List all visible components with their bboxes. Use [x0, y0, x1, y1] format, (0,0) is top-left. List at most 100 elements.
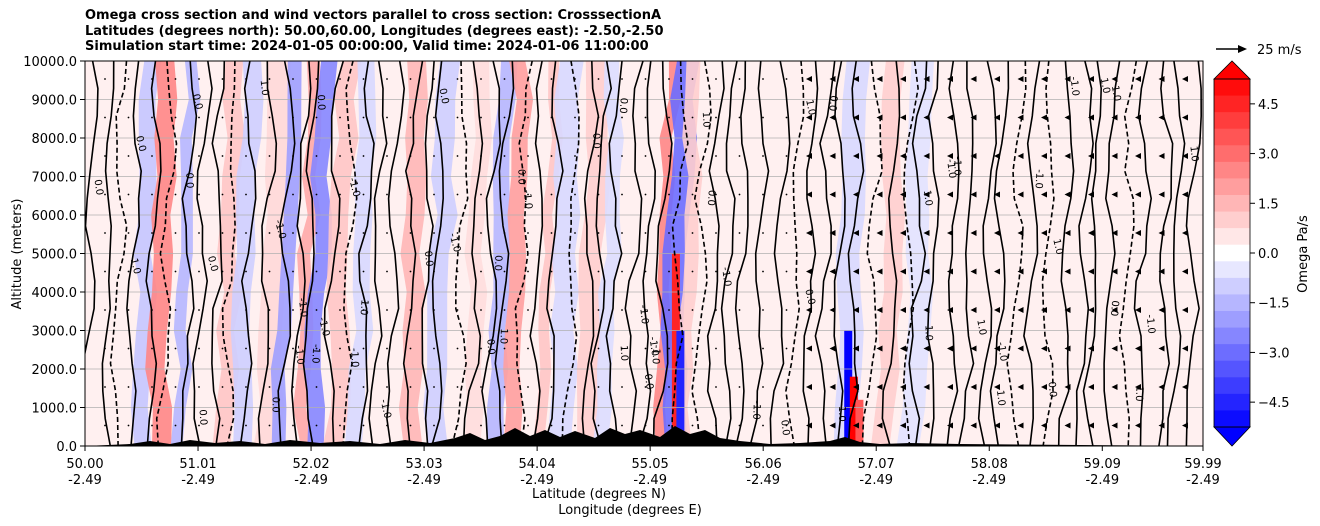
y-tick-label: 5000.0	[32, 248, 78, 263]
wind-vector	[1158, 422, 1165, 429]
wind-vector	[829, 384, 836, 390]
wind-vector	[668, 78, 670, 80]
wind-vector	[876, 307, 883, 313]
y-tick-label: 8000.0	[32, 132, 78, 147]
y-axis-label: Altitude (meters)	[10, 199, 25, 310]
x-tick-label: 59.09	[1084, 457, 1121, 472]
wind-vector	[409, 155, 412, 157]
contour-line	[462, 61, 484, 446]
wind-vector	[621, 155, 623, 157]
wind-vector	[1111, 114, 1118, 121]
contour-label: 0.0	[515, 169, 526, 185]
wind-vector	[900, 114, 906, 121]
wind-vector	[456, 270, 459, 273]
wind-vector	[550, 424, 553, 427]
wind-vector	[480, 116, 482, 119]
contour-label: 1.0	[700, 111, 712, 127]
wind-vector	[597, 116, 600, 119]
wind-vector	[104, 155, 106, 157]
wind-vector	[947, 114, 953, 121]
contour-line	[529, 61, 544, 446]
wind-vector	[198, 386, 200, 388]
contour-line	[302, 61, 320, 446]
x-axis-label-2: Longitude (degrees E)	[558, 503, 702, 518]
wind-vector	[1182, 268, 1188, 275]
contour-label: -1.0	[647, 336, 661, 357]
wind-vector	[1111, 230, 1118, 236]
contour-line	[1057, 61, 1075, 446]
wind-vector	[174, 232, 177, 234]
wind-vector	[433, 347, 435, 350]
wind-vector	[691, 232, 694, 234]
wind-vector	[409, 232, 412, 234]
wind-vector	[292, 424, 294, 427]
contour-label: 0.0	[133, 135, 148, 153]
wind-vector	[456, 116, 459, 119]
wind-vector	[785, 309, 788, 311]
wind-vector	[527, 270, 529, 273]
wind-vector	[806, 114, 812, 121]
contour-line	[431, 61, 445, 446]
wind-vector	[621, 78, 623, 80]
wind-vector	[668, 155, 670, 157]
wind-vector	[1206, 76, 1212, 82]
x-tick-label: 51.01	[179, 457, 216, 472]
wind-vector	[456, 232, 459, 234]
wind-vector	[151, 424, 153, 427]
wind-vector	[127, 155, 130, 157]
wind-vector	[829, 268, 836, 275]
wind-vector	[597, 193, 600, 196]
contour-line	[1103, 61, 1121, 446]
contour-line	[605, 61, 623, 446]
wind-vector	[527, 193, 529, 196]
wind-vector	[174, 193, 177, 196]
wind-vector	[198, 155, 200, 157]
contour-line	[145, 61, 162, 446]
colorbar-segment	[1214, 195, 1250, 213]
wind-vector	[1041, 345, 1047, 352]
wind-vector	[174, 386, 177, 388]
wind-vector	[550, 347, 553, 350]
colorbar-segment	[1214, 344, 1250, 362]
wind-vector	[1064, 114, 1071, 121]
wind-vector	[621, 309, 623, 311]
wind-vector	[456, 78, 459, 80]
wind-vector	[947, 384, 953, 390]
wind-vector	[806, 307, 812, 313]
colorbar-segment	[1214, 327, 1250, 345]
wind-vector	[292, 386, 294, 388]
wind-vector	[433, 309, 435, 311]
contour-line	[402, 61, 424, 446]
wind-vector	[947, 153, 953, 159]
contour-label: 0.0	[315, 94, 327, 110]
wind-vector	[691, 424, 694, 427]
wind-vector	[621, 193, 623, 196]
wind-vector	[433, 116, 435, 119]
contour-line	[192, 61, 213, 446]
wind-vector	[1064, 76, 1071, 82]
x-tick-label-lon: -2.49	[859, 473, 893, 488]
wind-vector	[876, 384, 883, 390]
contour-label: -1.0	[296, 297, 309, 318]
wind-vector	[268, 78, 271, 80]
wind-vector	[947, 230, 953, 236]
wind-vector	[876, 268, 883, 275]
wind-vector	[1182, 191, 1188, 198]
wind-vector	[923, 345, 930, 352]
wind-vectors	[104, 76, 1212, 429]
contour-line	[691, 61, 712, 446]
contour-line	[957, 61, 975, 446]
wind-vector	[876, 153, 883, 159]
wind-vector	[550, 270, 553, 273]
wind-vector	[151, 116, 153, 119]
wind-vector	[715, 386, 717, 388]
wind-vector	[315, 424, 318, 427]
contour-label: 0.0	[617, 97, 629, 114]
wind-vector	[970, 268, 977, 275]
contour-line	[989, 61, 1010, 446]
wind-vector	[503, 386, 506, 388]
y-tick-label: 1000.0	[32, 402, 78, 417]
wind-vector	[315, 270, 318, 273]
contour-label: 0.0	[422, 250, 435, 267]
wind-vector	[362, 386, 365, 388]
